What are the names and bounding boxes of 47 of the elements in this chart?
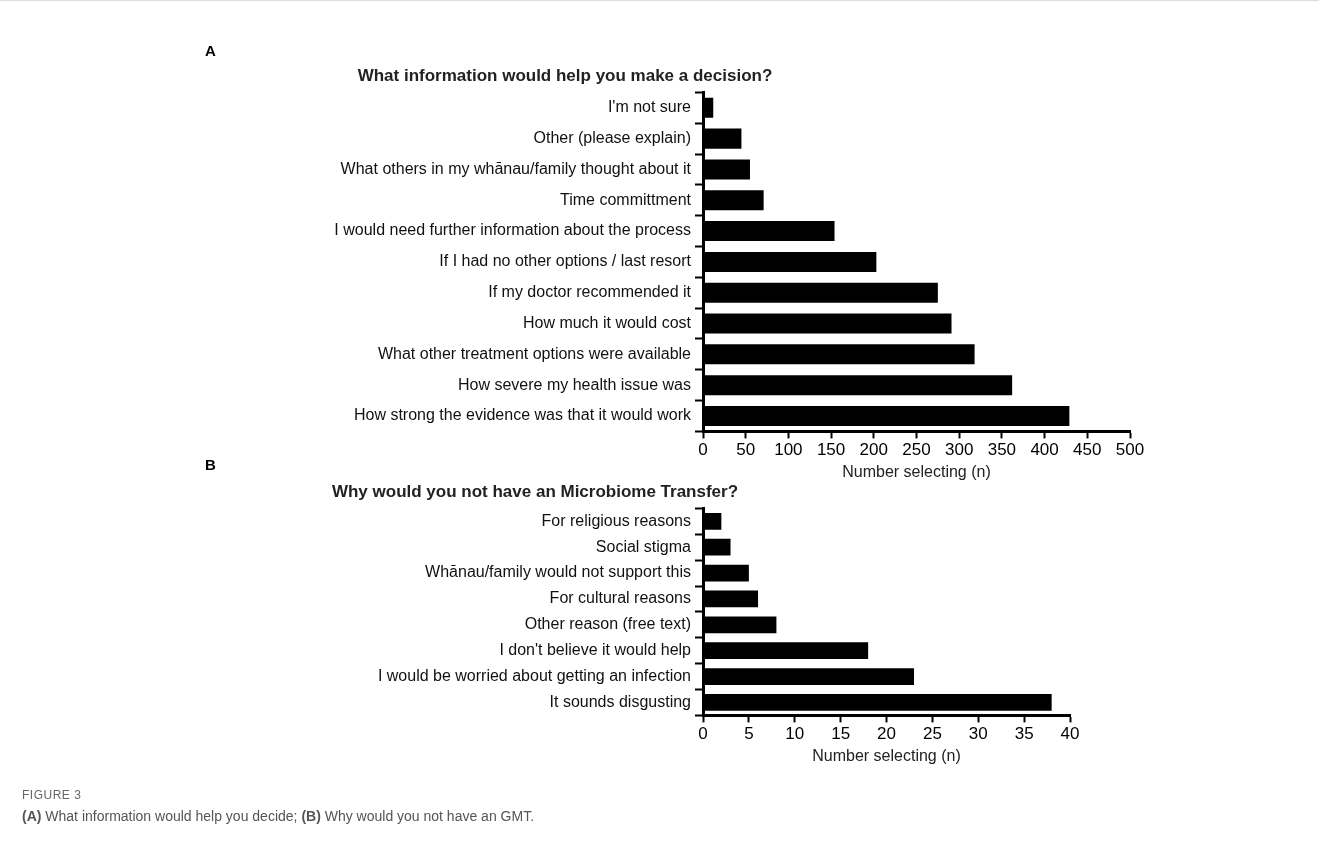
y-tick-label: Other reason (free text) [524,615,691,633]
x-tick-label: 15 [831,724,851,744]
x-tick-label: 20 [877,724,896,744]
y-tick-label: I'm not sure [607,98,692,116]
y-tick-label: Social stigma [595,537,692,555]
x-tick-label: 30 [968,724,988,744]
x-tick-label: 5 [744,724,754,744]
text: (A) What information would help you decide; (B) Why would you not have an GMT. [22,808,535,824]
y-tick-label: I would be worried about getting an infection [377,666,691,684]
x-tick-label: 450 [1073,440,1102,460]
text: B [205,456,216,473]
y-tick-label: If my doctor recommended it [488,283,692,301]
y-tick-label: I don't believe it would help [499,641,692,659]
y-tick-label: For religious reasons [541,511,691,529]
text: Why would you not have an Microbiome Transfer? [331,481,739,501]
x-tick-label: 300 [945,440,974,460]
y-tick-label: If I had no other options / last resort [439,252,692,270]
x-tick-label: 500 [1115,440,1145,460]
x-tick-label: 100 [774,440,803,460]
x-tick-label: 25 [922,724,942,744]
caption: FIGURE 3 [22,788,82,802]
y-tick-label: What others in my whānau/family thought about it [340,159,692,177]
text: A [205,42,216,59]
x-tick-label: 400 [1030,440,1059,460]
x-axis-title: Number selecting (n) [842,462,991,480]
y-tick-label: For cultural reasons [549,589,691,607]
y-tick-label: Time committment [560,190,692,208]
x-tick-label: 350 [987,440,1017,460]
x-tick-label: 35 [1014,724,1034,744]
x-tick-label: 0 [698,724,708,744]
y-tick-label: Whānau/family would not support this [425,563,691,581]
text: What information would help you make a decision? [357,65,773,85]
y-tick-label: What other treatment options were available [377,344,692,362]
x-tick-label: 150 [816,440,846,460]
x-axis-title: Number selecting (n) [812,746,961,764]
x-tick-label: 40 [1060,724,1080,744]
y-tick-label: I would need further information about the process [334,221,691,239]
x-tick-label: 10 [785,724,805,744]
y-tick-label: It sounds disgusting [549,692,691,710]
y-tick-label: How severe my health issue was [458,375,691,393]
y-tick-label: How much it would cost [522,313,692,331]
x-tick-label: 250 [902,440,931,460]
x-tick-label: 0 [698,440,708,460]
y-tick-label: Other (please explain) [533,129,691,147]
y-tick-label: How strong the evidence was that it would work [353,406,692,424]
x-tick-label: 50 [736,440,756,460]
x-tick-label: 200 [859,440,888,460]
